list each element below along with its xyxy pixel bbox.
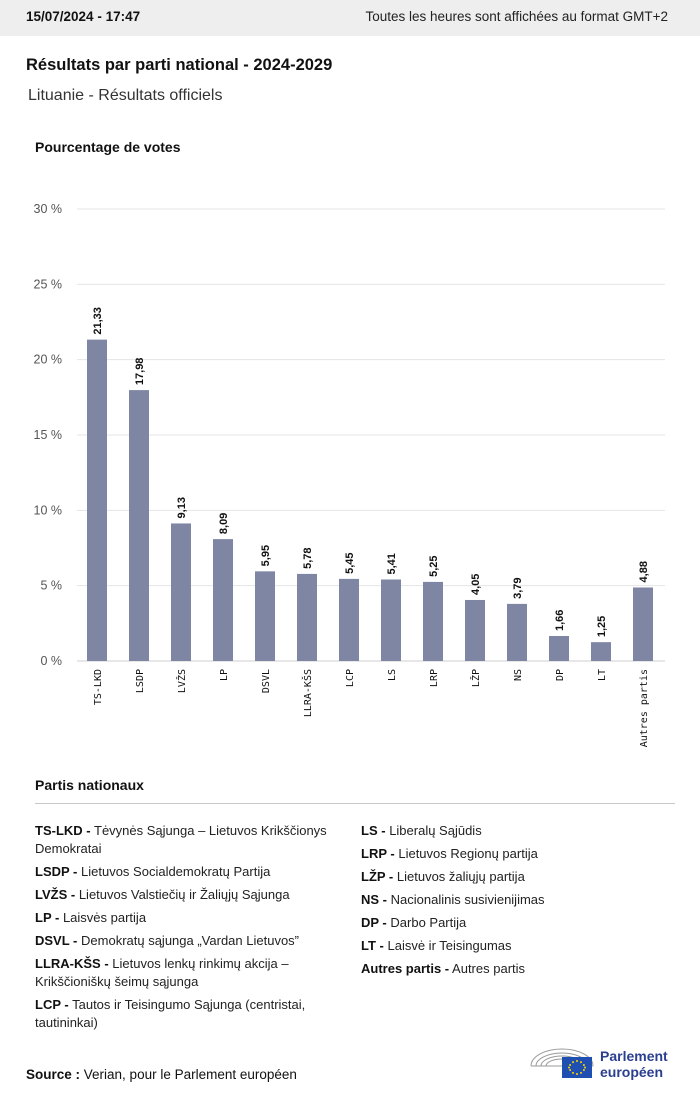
y-tick-label: 10 % [34, 503, 63, 517]
legend-item: LS - Liberalų Sąjūdis [361, 823, 482, 838]
bar-value-label: 5,95 [260, 545, 272, 566]
y-tick-label: 25 % [34, 277, 63, 291]
legend-item: TS-LKD - Tėvynės Sąjunga – Lietuvos Krik… [35, 823, 327, 856]
bar-value-label: 1,25 [596, 616, 608, 637]
legend-item: LŽP - Lietuvos žaliųjų partija [361, 869, 525, 884]
legend-item: DSVL - Demokratų sąjunga „Vardan Lietuvo… [35, 933, 300, 948]
bar [381, 579, 401, 661]
x-tick-label: Autres partis [639, 669, 650, 747]
x-tick-label: DP [555, 669, 566, 681]
legend-title: Partis nationaux [35, 777, 144, 793]
x-tick-label: TS-LKD [93, 669, 104, 705]
x-tick-label: LVŽS [175, 669, 188, 693]
bar-value-label: 4,88 [638, 561, 650, 582]
legend-item: LCP - Tautos ir Teisingumo Sąjunga (cent… [35, 997, 306, 1030]
page-title: Résultats par parti national - 2024-2029 [26, 56, 333, 74]
bar-value-label: 5,78 [302, 547, 314, 568]
x-tick-label: LP [219, 669, 230, 681]
bar-value-label: 5,41 [386, 553, 398, 574]
bar-value-label: 5,25 [428, 555, 440, 576]
legend-item: LSDP - Lietuvos Socialdemokratų Partija [35, 864, 271, 879]
source-note: Source : Verian, pour le Parlement europ… [26, 1067, 297, 1082]
european-parliament-logo [530, 1048, 594, 1078]
y-tick-label: 30 % [34, 202, 63, 216]
bar-chart: 0 % 5 % 10 % 15 % 20 % 25 % 30 % 21,33 TS-LKD 17,… [34, 202, 665, 747]
bar [591, 642, 611, 661]
logo-text: Parlement européen [600, 1048, 668, 1080]
legend-item: LRP - Lietuvos Regionų partija [361, 846, 538, 861]
x-tick-label: NS [513, 669, 524, 681]
legend-right-column: LS - Liberalų Sąjūdis LRP - Lietuvos Reg… [361, 822, 681, 983]
x-tick-label: LCP [345, 669, 356, 687]
timezone-note: Toutes les heures sont affichées au form… [365, 9, 668, 24]
eu-flag-icon [562, 1057, 592, 1078]
legend-item: LVŽS - Lietuvos Valstiečių ir Žaliųjų Są… [35, 887, 290, 902]
x-tick-label: LSDP [135, 669, 146, 693]
bar [255, 571, 275, 661]
bar-value-label: 5,45 [344, 552, 356, 573]
bar [423, 581, 443, 661]
y-tick-label: 20 % [34, 353, 63, 367]
bar-value-label: 17,98 [134, 358, 146, 386]
bar-value-label: 4,05 [470, 574, 482, 595]
datetime: 15/07/2024 - 17:47 [26, 9, 141, 24]
bar-value-label: 21,33 [92, 307, 104, 335]
top-bar: 15/07/2024 - 17:47 Toutes les heures son… [0, 0, 700, 36]
bar [339, 578, 359, 661]
y-tick-label: 5 % [40, 579, 62, 593]
bar-value-label: 8,09 [218, 513, 230, 534]
bar [507, 603, 527, 661]
legend-left-column: TS-LKD - Tėvynės Sąjunga – Lietuvos Krik… [35, 822, 345, 1037]
bar-value-label: 9,13 [176, 497, 188, 518]
bar [549, 635, 569, 661]
bar [213, 539, 233, 661]
legend-item: DP - Darbo Partija [361, 915, 467, 930]
legend-item: LT - Laisvė ir Teisingumas [361, 938, 512, 953]
y-tick-label: 15 % [34, 428, 63, 442]
bar [129, 390, 149, 661]
legend-item: LP - Laisvės partija [35, 910, 147, 925]
x-tick-label: LS [387, 669, 398, 681]
legend-item: Autres partis - Autres partis [361, 961, 526, 976]
bar [633, 587, 653, 661]
x-tick-label: LLRA-KŠS [301, 669, 314, 717]
x-tick-label: DSVL [261, 669, 272, 693]
bar [171, 523, 191, 661]
bar [465, 599, 485, 661]
legend-item: LLRA-KŠS - Lietuvos lenkų rinkimų akcija… [35, 956, 289, 989]
bar-value-label: 1,66 [554, 610, 566, 631]
bar-value-label: 3,79 [512, 577, 524, 598]
bar [297, 573, 317, 661]
page-subtitle: Lituanie - Résultats officiels [28, 87, 223, 104]
x-tick-label: LRP [429, 669, 440, 687]
legend-item: NS - Nacionalinis susivienijimas [361, 892, 545, 907]
x-tick-label: LŽP [469, 669, 482, 687]
y-tick-label: 0 % [40, 654, 62, 668]
legend-divider [35, 803, 675, 804]
x-tick-label: LT [597, 669, 608, 681]
y-axis-label: Pourcentage de votes [35, 139, 181, 155]
bar [87, 339, 107, 661]
eu-stars [568, 1060, 586, 1075]
